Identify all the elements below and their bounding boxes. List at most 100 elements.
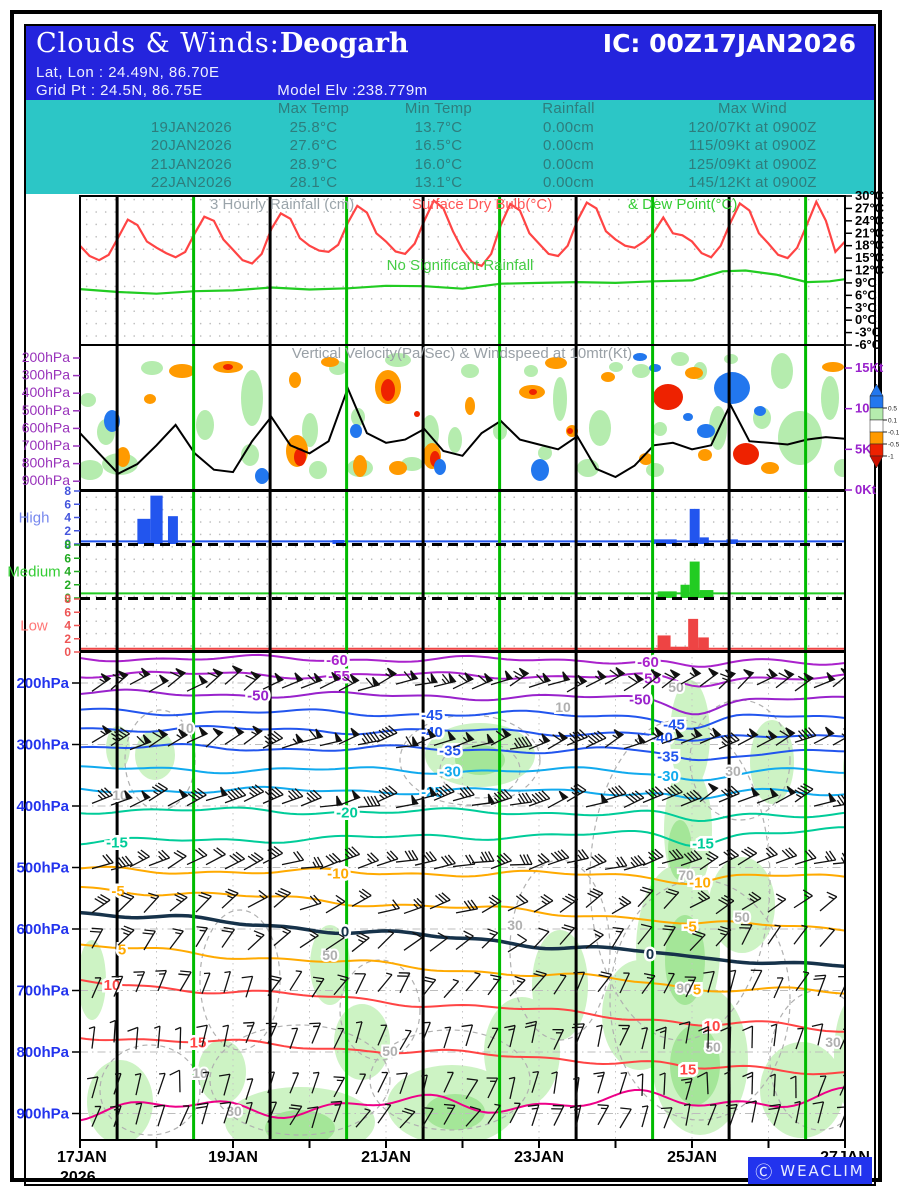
svg-text:500hPa: 500hPa — [22, 402, 70, 418]
svg-text:700hPa: 700hPa — [16, 983, 69, 1000]
svg-text:24°C: 24°C — [855, 213, 885, 228]
header: Clouds & Winds:Deogarh IC: 00Z17JAN2026 … — [26, 26, 874, 100]
outer-frame — [10, 10, 882, 1182]
svg-text:-0.5: -0.5 — [888, 442, 900, 449]
svg-text:Medium: Medium — [7, 564, 60, 581]
svg-text:-45: -45 — [421, 707, 443, 724]
table-cell: 21JAN2026 — [150, 155, 232, 173]
svg-text:6: 6 — [64, 605, 71, 619]
inner-frame — [24, 24, 876, 1186]
svg-text:-50: -50 — [629, 692, 651, 709]
svg-text:-10: -10 — [327, 865, 349, 882]
svg-text:-0.1: -0.1 — [888, 430, 900, 437]
svg-text:0.1: 0.1 — [888, 418, 897, 425]
svg-text:-10: -10 — [689, 875, 711, 892]
svg-text:18°C: 18°C — [855, 238, 885, 253]
svg-text:900hPa: 900hPa — [22, 472, 70, 488]
table-cell: Max Wind — [717, 100, 788, 117]
summary-table: Max Temp Min Temp Rainfall Max Wind 19JAN202… — [26, 100, 874, 194]
svg-text:25JAN: 25JAN — [667, 1149, 717, 1166]
svg-text:15: 15 — [190, 1035, 207, 1052]
svg-text:600hPa: 600hPa — [22, 419, 70, 435]
table-cell: Rainfall — [542, 100, 595, 117]
svg-text:-35: -35 — [657, 749, 679, 766]
table-row: 22JAN2026 28.1°C 13.1°C 0.00cm 145/12Kt at 0… — [26, 174, 874, 193]
svg-text:-5: -5 — [683, 919, 696, 936]
svg-text:Vertical Velocity(Pa/Sec) & Wi: Vertical Velocity(Pa/Sec) & Windspeed at… — [292, 345, 632, 362]
svg-text:50: 50 — [322, 947, 338, 963]
svg-text:800hPa: 800hPa — [22, 455, 70, 471]
table-cell: 27.6°C — [289, 137, 338, 154]
svg-text:Surface Dry Bulb(°C): Surface Dry Bulb(°C) — [412, 196, 552, 213]
svg-text:8: 8 — [64, 484, 71, 498]
table-cell: 20JAN2026 — [150, 137, 232, 154]
table-cell: Max Temp — [277, 100, 350, 117]
svg-text:700hPa: 700hPa — [22, 437, 70, 453]
table-cell: 28.9°C — [289, 155, 338, 173]
svg-text:-50: -50 — [247, 688, 269, 705]
latlon-line: Lat, Lon : 24.49N, 86.70E — [36, 64, 220, 81]
table-cell: 125/09Kt at 0900Z — [688, 155, 817, 173]
svg-text:-60: -60 — [326, 652, 348, 669]
svg-text:15: 15 — [680, 1061, 697, 1078]
table-cell: 0.00cm — [543, 174, 594, 191]
svg-text:2026: 2026 — [60, 1169, 96, 1186]
svg-text:9°C: 9°C — [855, 275, 877, 290]
table-cell: 115/09Kt at 0900Z — [688, 137, 817, 154]
svg-text:17JAN: 17JAN — [57, 1149, 107, 1166]
svg-text:200hPa: 200hPa — [22, 349, 70, 365]
svg-text:-5: -5 — [111, 883, 124, 900]
svg-text:23JAN: 23JAN — [514, 1149, 564, 1166]
svg-text:30°C: 30°C — [855, 188, 885, 203]
svg-text:500hPa: 500hPa — [16, 860, 69, 877]
table-cell: 145/12Kt at 0900Z — [688, 174, 817, 191]
svg-text:12°C: 12°C — [855, 263, 885, 278]
gridpt-text: Grid Pt : 24.5N, 86.75E — [36, 82, 203, 99]
svg-text:19JAN: 19JAN — [208, 1149, 258, 1166]
svg-text:Low: Low — [20, 618, 48, 635]
table-cell: 0.00cm — [543, 137, 594, 154]
page-title: Clouds & Winds:Deogarh — [36, 28, 409, 59]
svg-text:0: 0 — [64, 537, 71, 551]
svg-text:-20: -20 — [336, 804, 358, 821]
svg-text:-1: -1 — [888, 454, 894, 461]
svg-text:600hPa: 600hPa — [16, 921, 69, 938]
svg-text:15°C: 15°C — [855, 250, 885, 265]
svg-text:2: 2 — [64, 524, 71, 538]
table-header-row: Max Temp Min Temp Rainfall Max Wind — [26, 100, 874, 119]
table-cell: 28.1°C — [289, 174, 338, 191]
svg-text:300hPa: 300hPa — [22, 367, 70, 383]
svg-text:-30: -30 — [657, 768, 679, 785]
table-cell: 13.1°C — [414, 174, 463, 191]
svg-text:8: 8 — [64, 592, 71, 606]
svg-text:3 Hourly Rainfall (cm): 3 Hourly Rainfall (cm) — [210, 196, 354, 213]
svg-text:& Dew Point(°C): & Dew Point(°C) — [628, 196, 737, 213]
svg-text:No Significant Rainfall: No Significant Rainfall — [387, 257, 534, 274]
svg-text:15Kt: 15Kt — [855, 360, 884, 375]
table-cell: 16.5°C — [414, 137, 463, 154]
logo-text: WEACLIM — [780, 1161, 865, 1180]
svg-text:50: 50 — [734, 909, 750, 925]
svg-text:0.5: 0.5 — [888, 406, 897, 413]
model-elev: Model Elv :238.779m — [277, 82, 428, 99]
svg-text:3°C: 3°C — [855, 300, 877, 315]
svg-text:-60: -60 — [637, 654, 659, 671]
svg-text:21JAN: 21JAN — [361, 1149, 411, 1166]
svg-text:-30: -30 — [439, 763, 461, 780]
svg-text:6: 6 — [64, 551, 71, 565]
svg-text:4: 4 — [64, 511, 71, 525]
svg-text:0: 0 — [64, 645, 71, 659]
svg-text:-6°C: -6°C — [855, 337, 882, 352]
svg-text:6: 6 — [64, 497, 71, 511]
svg-text:10: 10 — [192, 1065, 208, 1081]
svg-text:800hPa: 800hPa — [16, 1044, 69, 1061]
station-name: Deogarh — [279, 28, 409, 59]
svg-text:10: 10 — [704, 1018, 721, 1035]
title-prefix: Clouds & Winds: — [36, 28, 280, 59]
svg-text:-15: -15 — [692, 836, 714, 853]
svg-text:70: 70 — [678, 867, 694, 883]
svg-text:90: 90 — [676, 980, 692, 996]
table-cell: Min Temp — [404, 100, 473, 117]
